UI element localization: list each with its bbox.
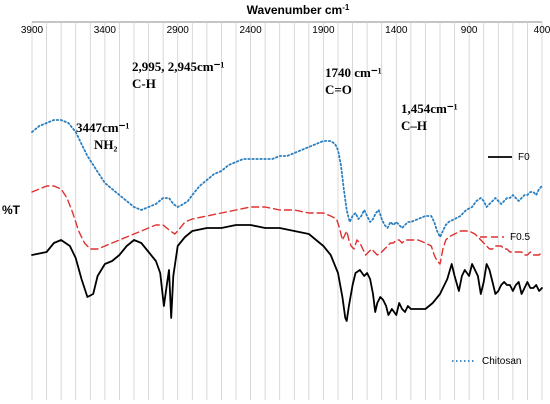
annotation-nh: 3447cm⁻¹ NH₂ xyxy=(76,120,129,152)
annotation-line: 2,995, 2,945cm⁻¹ xyxy=(132,59,224,74)
series-line-f0-5 xyxy=(31,185,543,265)
annotation-line: 1740 cm⁻¹ xyxy=(325,65,382,80)
annotation-line: C-H xyxy=(132,76,156,91)
y-axis-title: %T xyxy=(2,203,21,217)
x-tick-labels: 3900 3400 2900 2400 1900 1400 900 400 xyxy=(21,25,550,36)
annotation-ch2: 1,454cm⁻¹ C–H xyxy=(401,101,458,133)
legend-item-f0-5: F0.5 xyxy=(480,232,530,243)
x-axis-title-sup: -1 xyxy=(342,3,350,12)
annotation-line: 1,454cm⁻¹ xyxy=(401,101,458,116)
x-tick-label: 2900 xyxy=(167,25,190,36)
legend-label: Chitosan xyxy=(482,356,521,367)
annotation-co: 1740 cm⁻¹ C=O xyxy=(325,65,382,97)
legend-label: F0 xyxy=(518,152,530,163)
grid-lines xyxy=(31,22,543,400)
annotation-line: C–H xyxy=(401,118,427,133)
x-tick-label: 1400 xyxy=(385,25,408,36)
legend: F0 F0.5 Chitosan xyxy=(452,152,530,367)
x-tick-label: 1900 xyxy=(312,25,335,36)
x-axis-title-text: Wavenumber cm xyxy=(247,3,343,17)
x-tick-label: 400 xyxy=(534,25,550,36)
annotation-layer: 2,995, 2,945cm⁻¹ C-H 1740 cm⁻¹ C=O 1,454cm⁻¹… xyxy=(76,59,458,152)
annotation-ch: 2,995, 2,945cm⁻¹ C-H xyxy=(132,59,224,91)
annotation-line: 3447cm⁻¹ xyxy=(76,120,129,135)
series-line-f0 xyxy=(31,224,543,322)
legend-item-chitosan: Chitosan xyxy=(452,356,521,367)
x-tick-label: 2400 xyxy=(239,25,262,36)
x-tick-label: 900 xyxy=(461,25,478,36)
series-layer xyxy=(31,119,543,322)
legend-label: F0.5 xyxy=(510,232,530,243)
x-tick-label: 3900 xyxy=(21,25,44,36)
x-axis-title: Wavenumber cm-1 xyxy=(247,3,350,17)
annotation-line: NH₂ xyxy=(94,137,118,152)
annotation-line: C=O xyxy=(325,82,352,97)
x-tick-label: 3400 xyxy=(94,25,117,36)
series-line-chitosan xyxy=(31,119,543,238)
legend-item-f0: F0 xyxy=(488,152,530,163)
